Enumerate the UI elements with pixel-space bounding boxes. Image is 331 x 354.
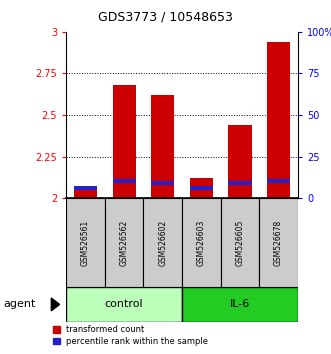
Text: GSM526602: GSM526602 (158, 219, 167, 266)
Text: GSM526605: GSM526605 (235, 219, 245, 266)
Text: GDS3773 / 10548653: GDS3773 / 10548653 (98, 10, 233, 23)
Bar (267, 42, 290, 198)
Bar (74, 188, 97, 198)
Bar (221, 198, 259, 287)
Bar (190, 178, 213, 198)
Bar (151, 181, 174, 185)
Text: control: control (105, 299, 143, 309)
Bar (66, 287, 182, 322)
Text: GSM526678: GSM526678 (274, 219, 283, 266)
Text: GSM526562: GSM526562 (119, 219, 129, 266)
Text: agent: agent (3, 299, 36, 309)
Bar (267, 179, 290, 183)
Bar (113, 85, 136, 198)
Bar (182, 198, 221, 287)
Bar (228, 181, 252, 185)
Text: IL-6: IL-6 (230, 299, 250, 309)
Legend: transformed count, percentile rank within the sample: transformed count, percentile rank withi… (50, 322, 212, 349)
Bar (66, 198, 105, 287)
Bar (190, 186, 213, 190)
Polygon shape (51, 298, 60, 311)
Bar (143, 198, 182, 287)
Bar (113, 179, 136, 183)
Text: GSM526561: GSM526561 (81, 219, 90, 266)
Bar (182, 287, 298, 322)
Bar (228, 125, 252, 198)
Bar (259, 198, 298, 287)
Bar (151, 95, 174, 198)
Bar (74, 186, 97, 190)
Bar (105, 198, 143, 287)
Text: GSM526603: GSM526603 (197, 219, 206, 266)
